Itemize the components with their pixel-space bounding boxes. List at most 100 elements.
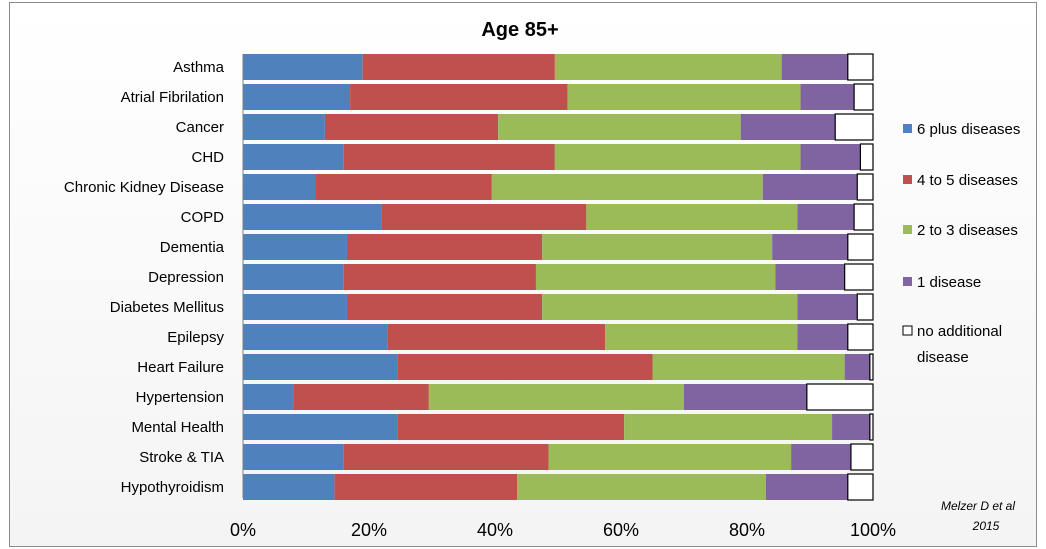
bar-asthma-4-to-5-diseases bbox=[362, 54, 555, 80]
bar-asthma-6-plus-diseases bbox=[243, 54, 363, 80]
bar-heart-failure-2-to-3-diseases bbox=[652, 354, 845, 380]
legend-swatch bbox=[902, 325, 913, 336]
category-label: COPD bbox=[181, 209, 225, 226]
bar-depression-4-to-5-diseases bbox=[343, 264, 536, 290]
x-tick-label: 0% bbox=[230, 520, 256, 540]
bar-mental-health-1-disease bbox=[832, 414, 870, 440]
x-tick-label: 60% bbox=[603, 520, 639, 540]
legend-label: no additional bbox=[917, 323, 1002, 340]
legend-label: 4 to 5 diseases bbox=[917, 172, 1018, 189]
bar-copd-1-disease bbox=[797, 204, 855, 230]
bar-heart-failure-1-disease bbox=[844, 354, 870, 380]
bar-heart-failure-4-to-5-diseases bbox=[397, 354, 653, 380]
bar-dementia-no-additional-disease bbox=[847, 233, 874, 261]
bar-cancer-6-plus-diseases bbox=[243, 114, 325, 140]
bar-depression-no-additional-disease bbox=[844, 263, 874, 291]
legend-swatch bbox=[903, 175, 912, 184]
bar-mental-health-2-to-3-diseases bbox=[624, 414, 833, 440]
bar-copd-2-to-3-diseases bbox=[586, 204, 798, 230]
legend: 6 plus diseases 4 to 5 diseases 2 to 3 dis… bbox=[902, 121, 1020, 366]
bar-mental-health-no-additional-disease bbox=[869, 413, 874, 441]
bar-hypertension-no-additional-disease bbox=[806, 383, 874, 411]
bar-stroke-tia-1-disease bbox=[791, 444, 851, 470]
legend-swatch bbox=[903, 124, 912, 133]
bar-diabetes-mellitus-no-additional-disease bbox=[856, 293, 874, 321]
bar-atrial-fibrilation-no-additional-disease bbox=[853, 83, 874, 111]
category-label: Hypothyroidism bbox=[121, 479, 224, 496]
bar-asthma-no-additional-disease bbox=[847, 53, 874, 81]
source-note-line-2: 2015 bbox=[972, 519, 1000, 533]
legend-swatch bbox=[903, 225, 912, 234]
bar-stroke-tia-4-to-5-diseases bbox=[343, 444, 549, 470]
bar-hypothyroidism-2-to-3-diseases bbox=[517, 474, 766, 500]
bar-chd-1-disease bbox=[800, 144, 861, 170]
bar-dementia-6-plus-diseases bbox=[243, 234, 347, 260]
bar-epilepsy-6-plus-diseases bbox=[243, 324, 388, 350]
category-label: Chronic Kidney Disease bbox=[64, 179, 224, 196]
bar-diabetes-mellitus-1-disease bbox=[797, 294, 858, 320]
bar-hypothyroidism-6-plus-diseases bbox=[243, 474, 335, 500]
bar-epilepsy-2-to-3-diseases bbox=[605, 324, 798, 350]
category-label: Asthma bbox=[173, 59, 225, 76]
category-label: Heart Failure bbox=[137, 359, 224, 376]
bar-hypertension-1-disease bbox=[684, 384, 807, 410]
bar-hypothyroidism-no-additional-disease bbox=[847, 473, 874, 501]
bar-stroke-tia-6-plus-diseases bbox=[243, 444, 344, 470]
bar-chronic-kidney-disease-2-to-3-diseases bbox=[491, 174, 763, 200]
bar-depression-2-to-3-diseases bbox=[535, 264, 776, 290]
bar-chronic-kidney-disease-6-plus-diseases bbox=[243, 174, 316, 200]
x-axis-ticks: 0% 20% 40% 60% 80% 100% bbox=[230, 520, 896, 540]
category-label: Stroke & TIA bbox=[139, 449, 224, 466]
bar-hypertension-4-to-5-diseases bbox=[293, 384, 429, 410]
legend-label: disease bbox=[917, 349, 969, 366]
bar-atrial-fibrilation-1-disease bbox=[800, 84, 855, 110]
bar-cancer-no-additional-disease bbox=[834, 113, 874, 141]
bar-chd-6-plus-diseases bbox=[243, 144, 344, 170]
x-tick-label: 100% bbox=[850, 520, 896, 540]
bar-diabetes-mellitus-4-to-5-diseases bbox=[346, 294, 543, 320]
bar-chronic-kidney-disease-1-disease bbox=[762, 174, 858, 200]
category-label: Mental Health bbox=[131, 419, 224, 436]
bar-hypothyroidism-4-to-5-diseases bbox=[334, 474, 518, 500]
bar-heart-failure-no-additional-disease bbox=[869, 353, 874, 381]
bar-chd-4-to-5-diseases bbox=[343, 144, 555, 170]
bar-copd-6-plus-diseases bbox=[243, 204, 382, 230]
bar-depression-1-disease bbox=[775, 264, 845, 290]
bar-epilepsy-no-additional-disease bbox=[847, 323, 874, 351]
bar-cancer-1-disease bbox=[740, 114, 836, 140]
category-label: Hypertension bbox=[136, 389, 224, 406]
bar-atrial-fibrilation-4-to-5-diseases bbox=[350, 84, 568, 110]
category-label: Epilepsy bbox=[167, 329, 224, 346]
category-label: Cancer bbox=[176, 119, 224, 136]
bar-hypertension-2-to-3-diseases bbox=[428, 384, 684, 410]
category-label: Dementia bbox=[160, 239, 225, 256]
bar-hypothyroidism-1-disease bbox=[765, 474, 848, 500]
bar-diabetes-mellitus-2-to-3-diseases bbox=[542, 294, 798, 320]
bar-copd-4-to-5-diseases bbox=[381, 204, 587, 230]
bar-chronic-kidney-disease-no-additional-disease bbox=[856, 173, 874, 201]
bar-dementia-4-to-5-diseases bbox=[346, 234, 543, 260]
category-label: CHD bbox=[192, 149, 225, 166]
bar-copd-no-additional-disease bbox=[853, 203, 874, 231]
bar-atrial-fibrilation-6-plus-diseases bbox=[243, 84, 351, 110]
bar-atrial-fibrilation-2-to-3-diseases bbox=[567, 84, 801, 110]
category-label: Diabetes Mellitus bbox=[110, 299, 224, 316]
bar-dementia-2-to-3-diseases bbox=[542, 234, 773, 260]
legend-swatch bbox=[903, 277, 912, 286]
bar-epilepsy-1-disease bbox=[797, 324, 848, 350]
x-tick-label: 40% bbox=[477, 520, 513, 540]
bar-heart-failure-6-plus-diseases bbox=[243, 354, 398, 380]
bar-depression-6-plus-diseases bbox=[243, 264, 344, 290]
legend-label: 2 to 3 diseases bbox=[917, 222, 1018, 239]
chart-title: Age 85+ bbox=[481, 19, 558, 41]
category-labels: Asthma Atrial Fibrilation Cancer CHD Chronic… bbox=[64, 59, 225, 496]
x-tick-label: 20% bbox=[351, 520, 387, 540]
source-note-line-1: Melzer D et al bbox=[941, 499, 1015, 513]
category-label: Atrial Fibrilation bbox=[121, 89, 224, 106]
bar-asthma-1-disease bbox=[781, 54, 848, 80]
legend-label: 1 disease bbox=[917, 274, 981, 291]
x-tick-label: 80% bbox=[729, 520, 765, 540]
category-label: Depression bbox=[148, 269, 224, 286]
bar-dementia-1-disease bbox=[772, 234, 848, 260]
legend-label: 6 plus diseases bbox=[917, 121, 1020, 138]
